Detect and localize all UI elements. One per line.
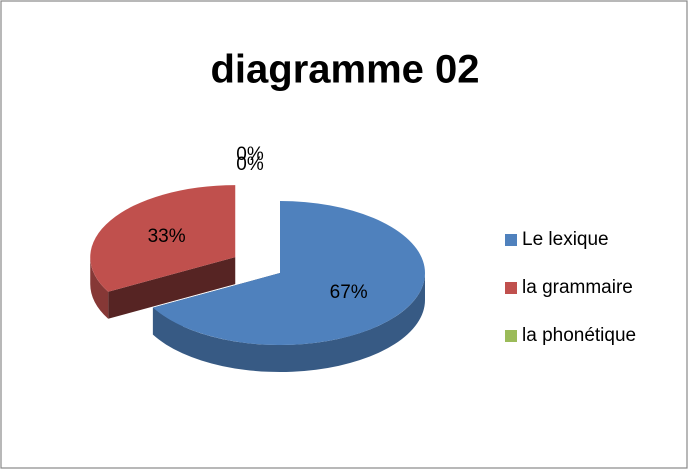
legend-label: la phonétique [522,325,636,346]
data-label: 33% [148,226,186,247]
data-label: 67% [330,282,368,303]
legend-label: la grammaire [522,277,633,298]
chart-title: diagramme 02 [210,48,479,92]
pie-slice [152,201,425,373]
legend-label: Le lexique [522,229,609,250]
data-label: 0% [236,154,264,175]
legend-swatch [505,234,517,246]
slice-top [152,201,425,345]
legend-swatch [505,282,517,294]
slice-top [90,185,236,292]
legend-swatch [505,330,517,342]
data-label: 0% [236,144,264,165]
pie-slice [90,185,236,319]
slice-side [152,273,425,373]
slice-edge-face [108,257,236,319]
slice-side [90,257,109,319]
